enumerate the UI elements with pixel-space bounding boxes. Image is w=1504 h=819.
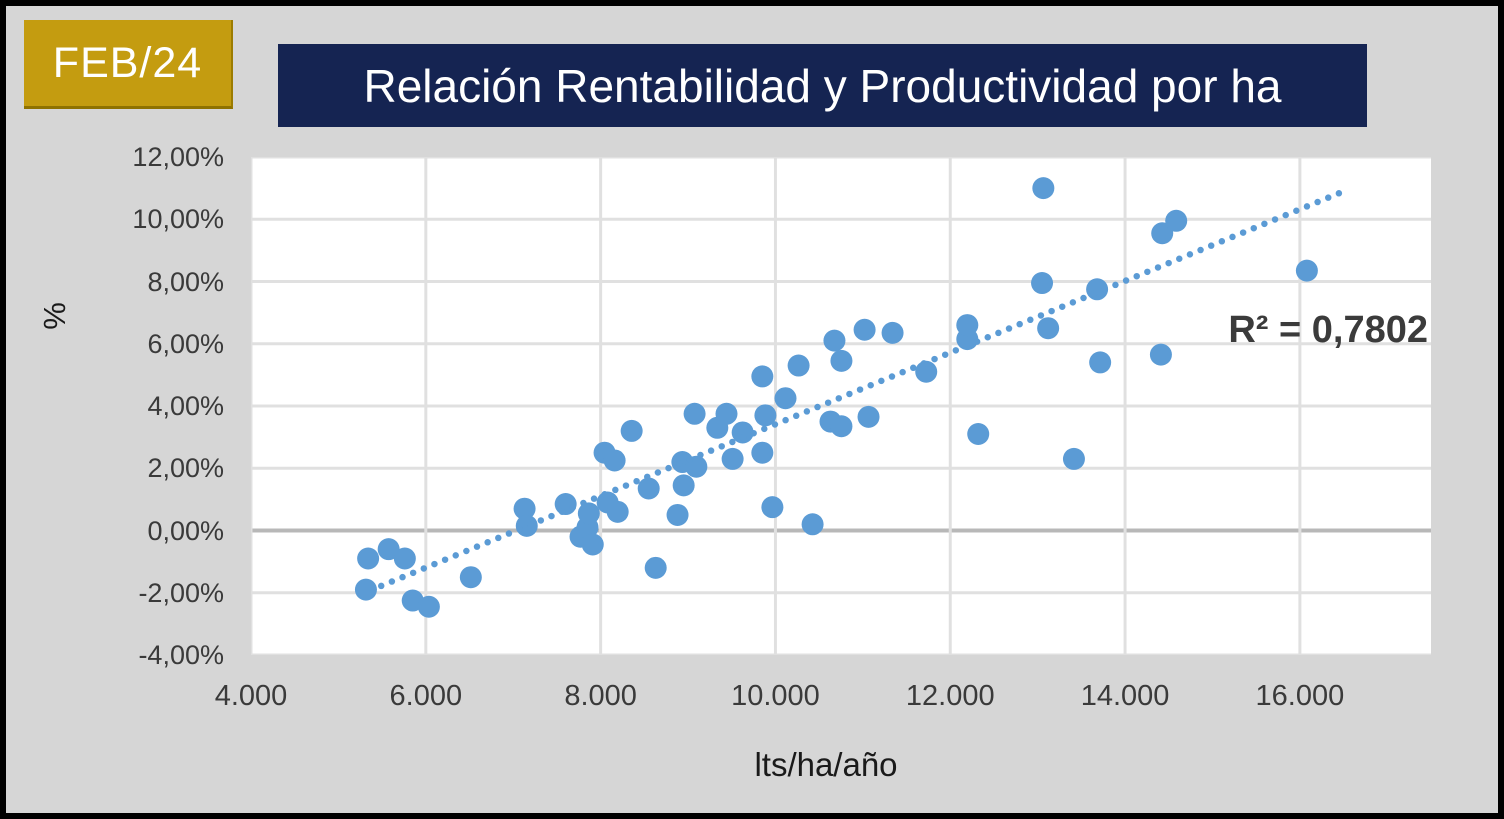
- data-point: [751, 441, 774, 464]
- data-point: [1032, 177, 1055, 200]
- data-point: [513, 497, 536, 520]
- data-point: [787, 354, 810, 377]
- x-tick-label: 6.000: [389, 680, 463, 712]
- data-point: [683, 402, 706, 425]
- chart-title-bar: Relación Rentabilidad y Productividad po…: [278, 44, 1367, 127]
- data-point: [823, 329, 846, 352]
- data-point: [715, 402, 738, 425]
- data-point: [620, 419, 643, 442]
- x-tick-label: 8.000: [564, 680, 637, 712]
- data-point: [577, 502, 600, 525]
- data-point: [554, 493, 577, 516]
- data-point: [377, 538, 400, 561]
- data-point: [881, 321, 904, 344]
- data-point: [1295, 259, 1318, 282]
- data-point: [801, 513, 824, 536]
- data-point: [1037, 317, 1060, 340]
- data-point: [956, 314, 979, 337]
- data-point: [581, 533, 604, 556]
- y-tick-label: 0,00%: [147, 515, 224, 546]
- data-point: [417, 595, 440, 618]
- data-point: [761, 496, 784, 519]
- scatter-plot: [251, 157, 1431, 655]
- date-badge: FEB/24: [24, 20, 233, 109]
- data-point: [666, 503, 689, 526]
- y-tick-label: -4,00%: [138, 640, 224, 670]
- r-squared-label: R² = 0,7802: [1228, 309, 1428, 351]
- y-tick-label: 8,00%: [147, 266, 224, 297]
- data-point: [357, 547, 380, 570]
- data-point: [1089, 351, 1112, 374]
- data-point: [644, 556, 667, 579]
- y-tick-label: 2,00%: [147, 453, 224, 484]
- x-tick-label: 10.000: [731, 680, 820, 712]
- data-point: [915, 360, 938, 383]
- data-point: [751, 365, 774, 388]
- data-point: [830, 415, 853, 438]
- y-tick-label: 10,00%: [132, 204, 224, 235]
- data-point: [754, 404, 777, 427]
- data-point: [857, 405, 880, 428]
- trendline: [377, 187, 1350, 590]
- data-point: [853, 318, 876, 341]
- x-tick-label: 4.000: [214, 680, 288, 712]
- data-point: [1031, 272, 1054, 295]
- data-point: [606, 500, 629, 523]
- data-point: [1165, 209, 1188, 232]
- data-point: [1149, 343, 1172, 366]
- data-point: [672, 474, 695, 497]
- y-tick-label: 4,00%: [147, 391, 224, 421]
- y-tick-label: 12,00%: [132, 142, 224, 172]
- data-point: [515, 514, 538, 537]
- y-tick-label: 6,00%: [147, 328, 224, 359]
- data-point: [393, 547, 416, 570]
- data-point: [721, 447, 744, 470]
- chart-title: Relación Rentabilidad y Productividad po…: [363, 59, 1282, 112]
- y-axis-title: %: [37, 302, 72, 330]
- y-tick-label: -2,00%: [138, 577, 224, 608]
- x-tick-label: 16.000: [1255, 680, 1345, 712]
- data-point: [731, 421, 754, 444]
- data-point: [774, 387, 797, 410]
- data-point: [603, 449, 626, 472]
- x-axis-title: lts/ha/año: [754, 746, 898, 783]
- data-point: [1062, 447, 1085, 470]
- data-point: [354, 578, 377, 601]
- x-tick-label: 12.000: [905, 680, 995, 712]
- x-tick-label: 14.000: [1080, 680, 1170, 712]
- data-point: [459, 566, 482, 589]
- date-badge-label: FEB/24: [52, 38, 203, 87]
- data-point: [967, 423, 990, 446]
- data-point: [637, 477, 660, 500]
- plot-area: [251, 157, 1431, 655]
- data-point: [830, 349, 853, 372]
